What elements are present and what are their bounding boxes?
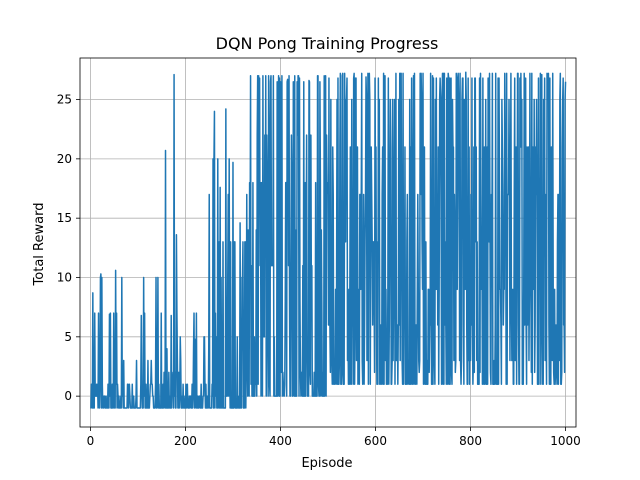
y-tick-label: 10 — [57, 271, 72, 285]
x-tick-label: 0 — [87, 434, 95, 448]
x-tick-label: 200 — [174, 434, 197, 448]
series-layer — [90, 71, 567, 409]
axes — [79, 57, 577, 428]
chart-title: DQN Pong Training Progress — [216, 34, 439, 53]
axis-ticks: 0 200 400 600 800 1000 0 5 10 15 20 25 — [57, 93, 581, 448]
x-tick-label: 600 — [364, 434, 387, 448]
y-tick-label: 15 — [57, 211, 72, 225]
y-tick-label: 25 — [57, 93, 72, 107]
series-line-1 — [90, 71, 567, 409]
x-tick-label: 800 — [459, 434, 482, 448]
y-tick-label: 5 — [64, 330, 72, 344]
y-tick-label: 0 — [64, 389, 72, 403]
y-axis-label: Total Reward — [32, 203, 47, 287]
x-axis-label: Episode — [301, 456, 352, 471]
y-tick-label: 20 — [57, 152, 72, 166]
x-tick-label: 1000 — [550, 434, 581, 448]
plot-frame — [79, 57, 577, 428]
x-tick-label: 400 — [269, 434, 292, 448]
